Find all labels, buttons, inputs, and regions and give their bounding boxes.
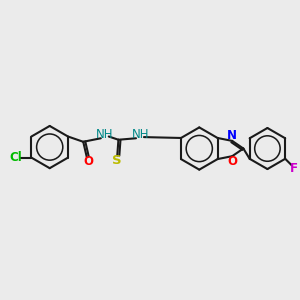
Text: O: O [83, 154, 93, 168]
Text: F: F [290, 162, 297, 175]
Text: NH: NH [131, 128, 149, 141]
Text: N: N [227, 129, 237, 142]
Text: S: S [112, 154, 122, 167]
Text: NH: NH [96, 128, 114, 141]
Text: O: O [228, 154, 238, 168]
Text: Cl: Cl [10, 151, 22, 164]
